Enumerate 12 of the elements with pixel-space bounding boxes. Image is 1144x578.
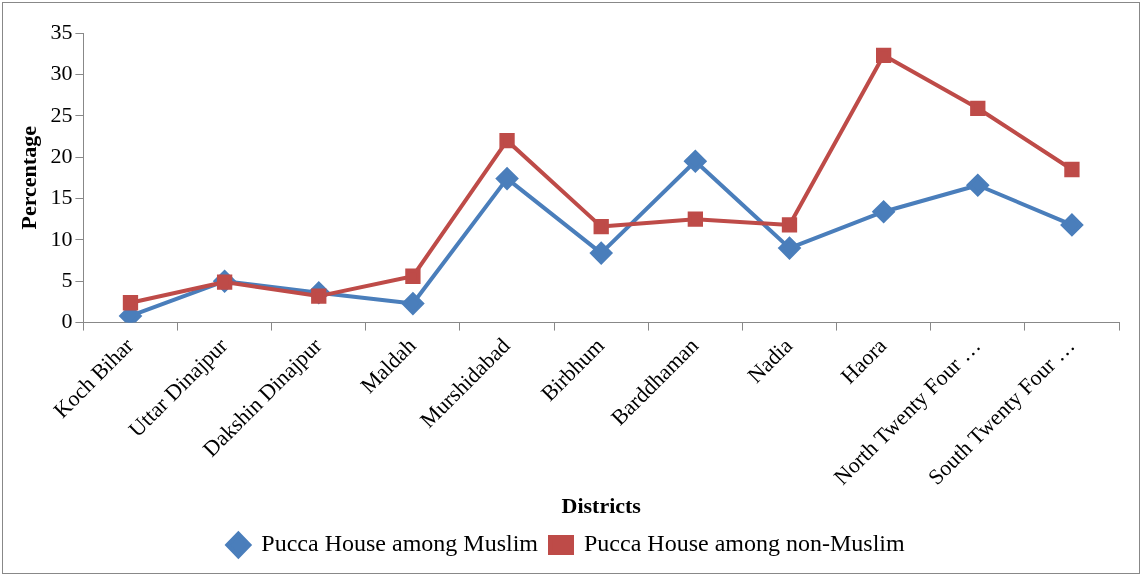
y-tick-label: 10 <box>50 225 73 251</box>
y-tick-label: 0 <box>61 308 73 334</box>
y-tick-label: 20 <box>50 142 73 168</box>
y-tick-label: 35 <box>50 18 73 44</box>
y-tick-label: 15 <box>50 184 73 210</box>
legend-label: Pucca House among non-Muslim <box>584 530 905 557</box>
x-axis-title: Districts <box>561 493 642 519</box>
y-tick-label: 25 <box>50 101 73 127</box>
y-axis-title: Percentage <box>15 125 41 230</box>
y-tick-label: 5 <box>61 266 73 292</box>
legend-label: Pucca House among Muslim <box>261 530 539 557</box>
y-tick-label: 30 <box>50 60 73 86</box>
